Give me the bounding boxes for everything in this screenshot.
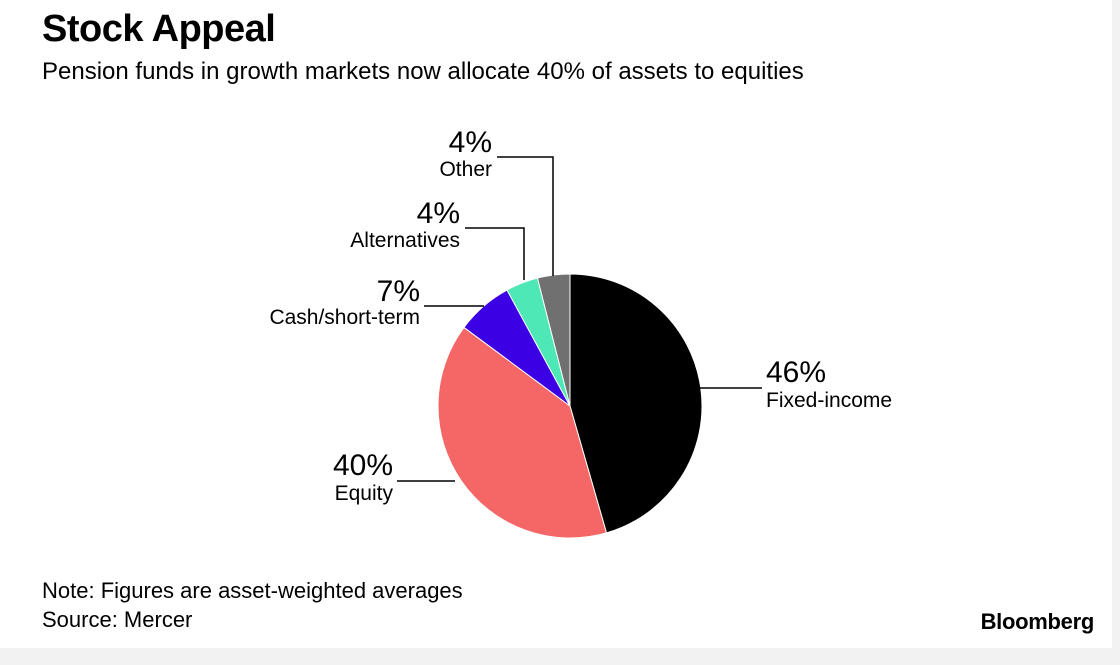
- bottom-border: [0, 648, 1120, 665]
- bloomberg-logo: Bloomberg: [980, 609, 1095, 634]
- leader-line-other: [497, 156, 554, 276]
- chart-subtitle: Pension funds in growth markets now allo…: [42, 58, 804, 85]
- chart-title: Stock Appeal: [42, 8, 276, 50]
- footnote: Note: Figures are asset-weighted average…: [42, 578, 463, 603]
- right-border: [1112, 0, 1120, 665]
- slice-value-label: 4%: [417, 197, 460, 230]
- slice-value-label: 7%: [377, 275, 420, 308]
- source-note: Source: Mercer: [42, 607, 193, 632]
- slice-category-label: Fixed-income: [766, 389, 892, 412]
- slice-category-label: Cash/short-term: [269, 306, 420, 329]
- slice-value-label: 46%: [766, 356, 826, 389]
- slice-category-label: Equity: [335, 482, 394, 505]
- slice-value-label: 40%: [333, 449, 393, 482]
- slice-value-label: 4%: [449, 126, 492, 159]
- pie-chart: 46%Fixed-income 40%Equity 7%Cash/short-ter…: [269, 126, 892, 539]
- leader-line-alternatives: [465, 227, 525, 280]
- slice-category-label: Alternatives: [350, 229, 460, 252]
- pie-slice-equity: [437, 326, 608, 539]
- slice-category-label: Other: [439, 158, 492, 181]
